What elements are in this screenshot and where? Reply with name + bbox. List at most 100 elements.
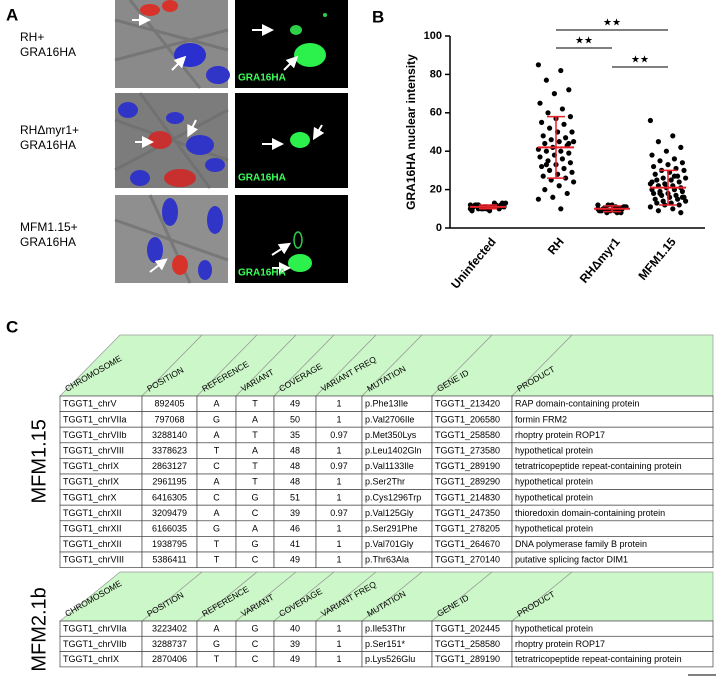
cell-text: TGGT1_213420	[435, 399, 500, 409]
data-point	[681, 167, 687, 173]
data-point	[679, 194, 686, 200]
cell-text: 1	[336, 654, 341, 664]
row-label: GRA16HA	[20, 45, 76, 59]
data-point	[683, 175, 689, 181]
data-point	[683, 198, 689, 204]
data-point	[558, 206, 564, 212]
arrows	[132, 14, 325, 274]
data-point	[655, 208, 662, 214]
cell-text: TGGT1_chrVIII	[63, 555, 124, 565]
cell-text: 1	[336, 414, 341, 424]
cell-text: 2961195	[152, 477, 186, 487]
cell-text: 40	[290, 624, 300, 634]
cell-text: p.Lys526Glu	[365, 654, 415, 664]
cell-text: p.Val2706Ile	[365, 414, 414, 424]
cell-text: C	[252, 654, 259, 664]
cell-text: TGGT1_chrVIIb	[63, 639, 127, 649]
data-point	[676, 202, 682, 208]
data-point	[571, 139, 577, 145]
data-point	[566, 87, 572, 93]
cell-text: 5386411	[152, 555, 186, 565]
cell-text: G	[213, 414, 220, 424]
data-point	[503, 200, 509, 206]
data-point	[563, 135, 569, 141]
cell-text: rhoptry protein ROP17	[515, 430, 605, 440]
x-tick-label: MFM1.15	[635, 235, 679, 283]
data-point	[537, 154, 543, 160]
cell-text: TGGT1_258580	[435, 639, 500, 649]
data-point	[647, 204, 654, 210]
cell-text: p.Val125Gly	[365, 508, 414, 518]
cell-text: 39	[290, 639, 300, 649]
data-point	[561, 121, 567, 127]
cell-text: hypothetical protein	[515, 477, 593, 487]
data-point	[545, 110, 551, 116]
cell-text: TGGT1_214830	[435, 492, 500, 502]
cell-text: G	[251, 539, 258, 549]
cell-text: 892405	[154, 399, 184, 409]
data-point	[543, 77, 550, 83]
cell-text: putative splicing factor DIM1	[515, 555, 628, 565]
cell-text: T	[214, 445, 220, 455]
cell-text: thioredoxin domain-containing protein	[515, 508, 665, 518]
panel-label: A	[6, 5, 18, 24]
data-point	[550, 194, 556, 200]
cell-text: p.Ile53Thr	[365, 624, 406, 634]
cell-text: hypothetical protein	[515, 492, 593, 502]
cell-text: TGGT1_chrVIIa	[63, 414, 127, 424]
data-point	[569, 169, 575, 175]
channel-label: GRA16HA	[238, 173, 286, 184]
cell-text: 49	[290, 399, 300, 409]
cell-text: 0.97	[330, 461, 348, 471]
data-point	[657, 190, 663, 197]
data-point	[559, 106, 566, 112]
data-point	[543, 148, 550, 154]
cell-text: T	[214, 654, 220, 664]
cell-text: 35	[290, 430, 300, 440]
data-point	[543, 162, 550, 168]
data-point	[537, 100, 543, 106]
cell-text: TGGT1_273580	[435, 445, 500, 455]
micrograph-green	[235, 0, 348, 283]
x-tick-label: Uninfected	[448, 235, 499, 292]
row-label: MFM1.15+	[20, 220, 78, 234]
data-point	[556, 183, 562, 189]
data-point	[671, 156, 678, 162]
cell-text: 1	[336, 492, 341, 502]
data-point	[671, 173, 678, 179]
cell-text: p.Leu1402Gln	[365, 445, 422, 455]
cell-text: 1	[336, 399, 341, 409]
cell-text: A	[213, 508, 219, 518]
panel-label: B	[372, 7, 384, 26]
data-point	[548, 137, 554, 143]
data-point	[540, 173, 546, 179]
data-point	[678, 144, 684, 150]
cell-text: G	[213, 523, 220, 533]
cell-text: 1	[336, 445, 341, 455]
y-tick-label: 20	[430, 184, 442, 196]
x-tick-label: RHΔmyr1	[577, 235, 623, 286]
data-point	[663, 148, 670, 154]
cell-text: 39	[290, 508, 300, 518]
data-point	[535, 62, 542, 68]
data-point	[665, 162, 671, 168]
cell-text: 6166035	[152, 523, 187, 533]
cell-text: TGGT1_chrIX	[63, 654, 119, 664]
data-point	[651, 190, 657, 197]
significance-label: ★★	[575, 36, 593, 47]
data-point	[618, 210, 624, 216]
cell-text: A	[252, 445, 258, 455]
cell-text: TGGT1_264670	[435, 539, 500, 549]
data-point	[567, 160, 574, 166]
cell-text: 1	[336, 639, 341, 649]
cell-text: tetratricopeptide repeat-containing prot…	[515, 654, 682, 664]
table-cell	[511, 551, 714, 568]
cell-text: TGGT1_247350	[435, 508, 500, 518]
data-point	[563, 175, 569, 181]
cell-text: TGGT1_chrVIIa	[63, 624, 127, 634]
cell-text: T	[214, 539, 220, 549]
data-point	[652, 171, 658, 177]
cell-text: 3288140	[152, 430, 187, 440]
cell-text: 797068	[154, 414, 184, 424]
group-label: MFM2.1b	[28, 587, 50, 671]
